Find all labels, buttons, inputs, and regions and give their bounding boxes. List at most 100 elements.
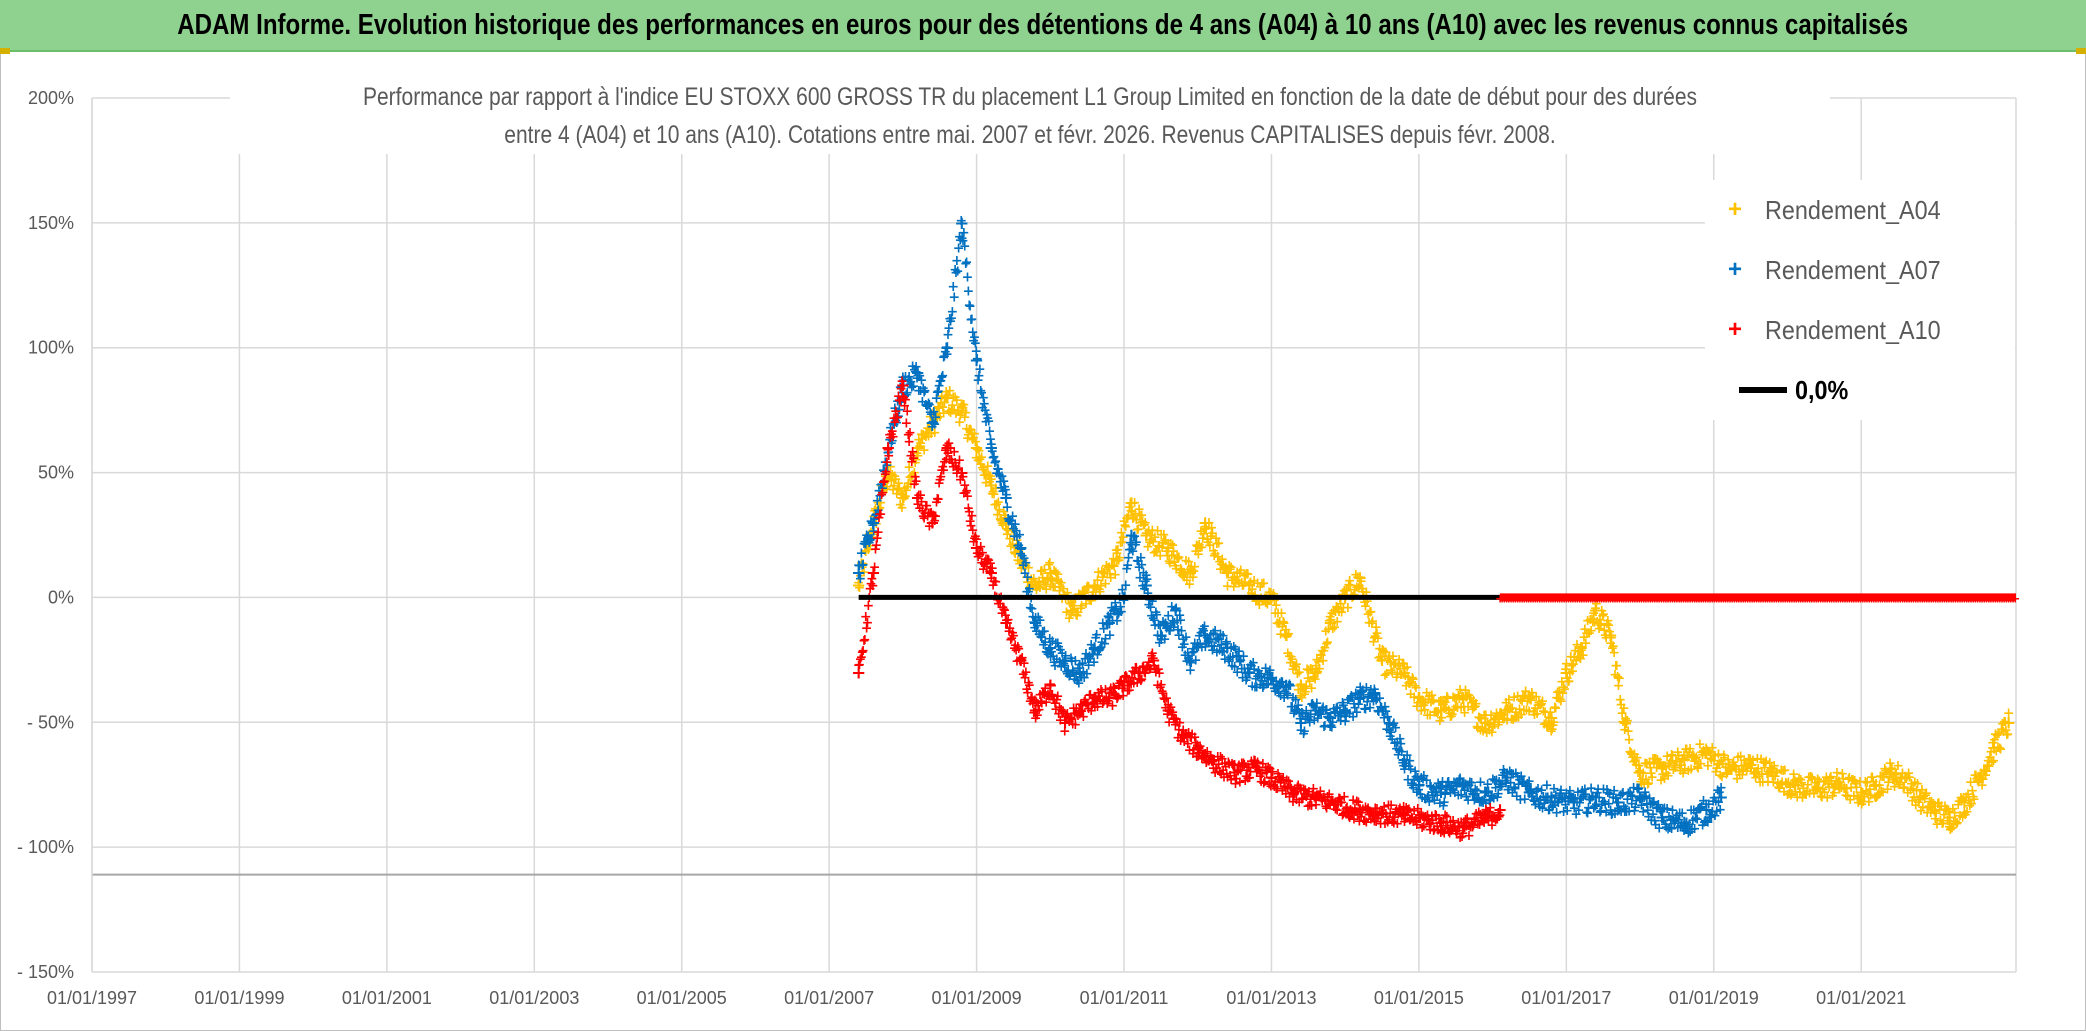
a04-point: + bbox=[1809, 777, 1824, 798]
legend-item-a10: + Rendement_A10 bbox=[1705, 310, 1960, 350]
a04-point: + bbox=[1407, 671, 1419, 687]
a04-point: + bbox=[962, 427, 974, 443]
a10-point: + bbox=[869, 560, 881, 576]
x-tick-label: 01/01/2011 bbox=[1080, 988, 1169, 1008]
a04-point: + bbox=[947, 389, 959, 405]
a04-point: + bbox=[1191, 537, 1203, 553]
a04-point: + bbox=[1225, 559, 1237, 575]
a04-point: + bbox=[1231, 564, 1243, 580]
a04-point: + bbox=[1230, 576, 1242, 592]
a04-point: + bbox=[1037, 570, 1049, 586]
a04-point: + bbox=[1089, 579, 1101, 595]
a04-point: + bbox=[1093, 581, 1105, 597]
a04-point: + bbox=[1013, 550, 1028, 571]
a04-point: + bbox=[1655, 757, 1670, 778]
a04-point: + bbox=[855, 568, 867, 584]
a04-point: + bbox=[928, 411, 940, 427]
a04-point: + bbox=[1446, 707, 1458, 723]
a04-point: + bbox=[1438, 696, 1450, 712]
a04-point: + bbox=[1500, 700, 1515, 721]
a04-point: + bbox=[1464, 690, 1476, 706]
a04-point: + bbox=[1152, 523, 1164, 539]
a04-point: + bbox=[1241, 566, 1253, 582]
a04-point: + bbox=[1787, 775, 1802, 796]
a04-point: + bbox=[1443, 703, 1455, 719]
a04-point: + bbox=[870, 501, 882, 517]
a04-point: + bbox=[1522, 690, 1534, 706]
a04-point: + bbox=[978, 467, 990, 483]
a04-point: + bbox=[975, 457, 987, 473]
a04-point: + bbox=[1277, 619, 1289, 635]
y-tick-label: 0% bbox=[48, 587, 74, 607]
a04-point: + bbox=[1488, 712, 1500, 728]
legend-label-a04: Rendement_A04 bbox=[1765, 194, 1941, 225]
a04-point: + bbox=[1108, 551, 1120, 567]
x-tick-label: 01/01/2005 bbox=[637, 988, 727, 1008]
a04-point: + bbox=[1280, 622, 1292, 638]
a04-point: + bbox=[951, 392, 963, 408]
a04-point: + bbox=[1229, 570, 1241, 586]
a04-point: + bbox=[1290, 659, 1302, 675]
a04-point: + bbox=[1215, 557, 1227, 573]
a04-point: + bbox=[981, 467, 993, 483]
a04-point: + bbox=[1494, 706, 1506, 722]
a04-point: + bbox=[1430, 705, 1442, 721]
a04-point: + bbox=[1187, 570, 1199, 586]
a04-point: + bbox=[881, 479, 893, 495]
a04-point: + bbox=[1430, 704, 1442, 720]
a04-point: + bbox=[1237, 578, 1249, 594]
a04-point: + bbox=[1140, 525, 1152, 541]
a04-point: + bbox=[1215, 561, 1227, 577]
a04-point: + bbox=[1525, 692, 1537, 708]
a04-point: + bbox=[1228, 579, 1240, 595]
a04-point: + bbox=[1070, 607, 1082, 623]
a04-point: + bbox=[1913, 787, 1928, 808]
a04-point: + bbox=[1130, 506, 1142, 522]
a04-point: + bbox=[1548, 714, 1560, 730]
a04-point: + bbox=[1383, 650, 1395, 666]
a04-point: + bbox=[1170, 561, 1182, 577]
a04-point: + bbox=[1406, 674, 1418, 690]
a04-point: + bbox=[970, 434, 982, 450]
a04-point: + bbox=[994, 512, 1006, 528]
a04-point: + bbox=[2003, 705, 2015, 721]
a04-point: + bbox=[901, 479, 913, 495]
a04-point: + bbox=[1388, 657, 1400, 673]
a04-point: + bbox=[1185, 561, 1197, 577]
a04-point: + bbox=[912, 448, 924, 464]
a04-point: + bbox=[1032, 578, 1044, 594]
a04-point: + bbox=[1251, 592, 1263, 608]
a04-point: + bbox=[1467, 701, 1479, 717]
a04-point: + bbox=[1007, 537, 1019, 553]
a07-point: + bbox=[961, 254, 973, 270]
a04-point: + bbox=[971, 441, 983, 457]
a04-point: + bbox=[1511, 709, 1523, 725]
a04-point: + bbox=[903, 459, 915, 475]
a04-point: + bbox=[1357, 584, 1369, 600]
a04-point: + bbox=[1048, 563, 1060, 579]
a04-point: + bbox=[1289, 659, 1301, 675]
a04-point: + bbox=[866, 529, 878, 545]
a04-point: + bbox=[1392, 666, 1404, 682]
a04-point: + bbox=[1281, 629, 1293, 645]
a04-point: + bbox=[882, 472, 894, 488]
a04-point: + bbox=[1397, 662, 1412, 683]
a04-point: + bbox=[1242, 575, 1257, 596]
a04-point: + bbox=[1116, 534, 1128, 550]
a04-point: + bbox=[1369, 630, 1381, 646]
a04-point: + bbox=[1522, 687, 1537, 708]
a04-point: + bbox=[1345, 578, 1357, 594]
a04-point: + bbox=[1316, 643, 1328, 659]
a04-point: + bbox=[1057, 581, 1069, 597]
a04-point: + bbox=[1144, 535, 1156, 551]
a04-point: + bbox=[1466, 695, 1478, 711]
a04-point: + bbox=[1155, 527, 1167, 543]
series-A04: ++++++++++++++++++++++++++++++++++++++++… bbox=[851, 383, 2016, 838]
a04-point: + bbox=[942, 388, 954, 404]
chart-legend: + Rendement_A04 + Rendement_A07 + Rendem… bbox=[1705, 180, 2015, 420]
a04-point: + bbox=[869, 503, 881, 519]
a04-point: + bbox=[1409, 678, 1421, 694]
a04-point: + bbox=[1233, 576, 1245, 592]
a07-point: + bbox=[1104, 628, 1116, 644]
a04-point: + bbox=[1403, 675, 1415, 691]
